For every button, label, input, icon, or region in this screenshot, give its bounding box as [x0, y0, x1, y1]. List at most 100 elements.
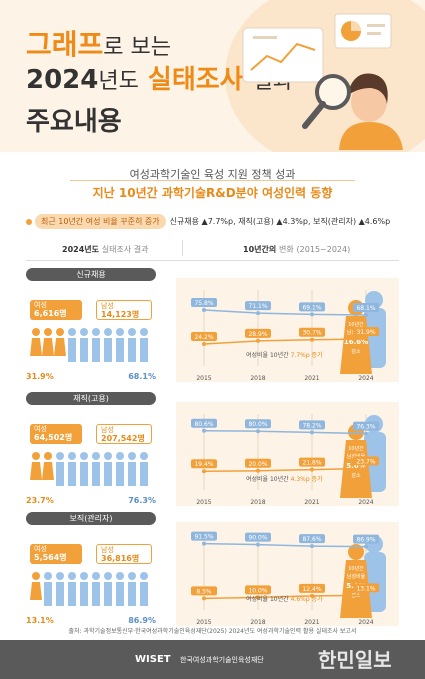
trend-chart: 10년간남성비율5.0%감소91.5%90.0%87.6%86.9%8.5%10… [176, 522, 399, 632]
woman-icon [54, 328, 66, 356]
trend-chart-svg: 10년간남성비율5.6%감소80.6%80.0%78.2%76.3%19.4%2… [191, 414, 386, 506]
man-icon [92, 572, 100, 606]
footer-org-name: 한국여성과학기술인육성재단 [180, 656, 264, 664]
trend-chart-svg: 10년간남성비율16.6%감소75.8%71.1%69.1%68.1%24.2%… [191, 290, 386, 382]
man-icon [140, 572, 148, 606]
man-icon [68, 572, 76, 606]
women-percent: 13.1% [26, 616, 54, 625]
men-data-label: 78.2% [302, 422, 321, 429]
man-icon [140, 452, 148, 486]
bullet-dot-icon [26, 218, 32, 225]
newspaper-watermark: 한민일보 [318, 648, 392, 672]
women-data-label: 23.7% [356, 458, 375, 465]
women-label-bg [191, 332, 217, 342]
men-percent: 86.9% [128, 616, 156, 625]
women-point [364, 336, 368, 341]
men-label-bg [299, 420, 325, 430]
section-label: 재직(고용) [26, 392, 156, 405]
men-percent: 68.1% [128, 372, 156, 381]
year-tick-label: 2021 [304, 375, 319, 382]
men-percent: 76.3% [128, 496, 156, 505]
women-label-bg [353, 326, 379, 336]
women-data-label: 12.4% [302, 586, 321, 593]
women-point [364, 593, 368, 598]
women-data-label: 20.0% [248, 461, 267, 468]
man-icon [128, 452, 136, 486]
man-icon [116, 328, 124, 362]
year-tick-label: 2021 [304, 619, 319, 626]
trend-chart-svg: 10년간남성비율5.0%감소91.5%90.0%87.6%86.9%8.5%10… [191, 531, 386, 626]
man-icon [104, 328, 112, 362]
badge-text: 감소 [351, 348, 361, 355]
year-tick-label: 2018 [250, 375, 265, 382]
woman-silhouette-icon [348, 544, 364, 560]
year-tick-label: 2015 [196, 619, 211, 626]
people-figure-group: 여성 5,564명 남성 36,816명 13.1% 86.9% [26, 538, 156, 628]
summary-line: 최근 10년간 여성 비율 꾸준히 증가 신규채용 ▲7.7%p, 재직(고용) … [26, 214, 390, 229]
men-data-label: 68.1% [356, 305, 375, 312]
women-data-label: 28.9% [248, 331, 267, 338]
man-icon [116, 452, 124, 486]
year-tick-label: 2024 [358, 619, 373, 626]
people-figure-group: 여성 64,502명 남성 207,542명 23.7% 76.3% [26, 418, 156, 508]
men-point [310, 312, 314, 317]
summary-pill: 최근 10년간 여성 비율 꾸준히 증가 [35, 214, 166, 229]
chart-note: 여성비율 10년간 4.3%p 증가 [246, 476, 323, 483]
men-label-bg [353, 421, 379, 431]
year-tick-label: 2024 [358, 499, 373, 506]
man-icon [56, 572, 64, 606]
header-underline [26, 260, 399, 261]
year-tick-label: 2024 [358, 375, 373, 382]
women-point [310, 593, 314, 598]
badge-text: 5.6% [346, 462, 365, 470]
man-icon [104, 452, 112, 486]
women-data-label: 30.7% [302, 330, 321, 337]
women-point [310, 467, 314, 472]
section-label: 보직(관리자) [26, 512, 156, 525]
men-label-bg [191, 531, 217, 541]
men-point [256, 429, 260, 434]
women-series-line [203, 467, 367, 472]
women-callout: 여성 64,502명 [30, 424, 82, 444]
men-data-label: 71.1% [248, 303, 267, 310]
women-data-label: 21.8% [302, 460, 321, 467]
column-divider [182, 240, 183, 256]
men-point [310, 430, 314, 435]
women-data-label: 31.9% [356, 329, 375, 336]
women-percent: 31.9% [26, 372, 54, 381]
man-icon [56, 452, 64, 486]
subtitle-divider [70, 180, 355, 181]
women-label-bg [245, 328, 271, 338]
woman-icon [30, 328, 42, 356]
year-tick-label: 2015 [196, 499, 211, 506]
hero-title-line3: 주요내용 [26, 107, 122, 137]
man-icon [44, 572, 52, 606]
women-label-bg [353, 456, 379, 466]
section-2: 보직(관리자) 여성 5,564명 남성 36,816명 13.1% 86.9%… [26, 512, 399, 630]
women-point [256, 338, 260, 343]
men-label-bg [245, 301, 271, 311]
men-label-bg [299, 302, 325, 312]
men-data-label: 90.0% [248, 535, 267, 542]
women-point [310, 337, 314, 342]
women-label-bg [245, 585, 271, 595]
source-note: 출처: 과학기술정보통신부·한국여성과학기술인육성재단(2025) 2024년도… [68, 628, 357, 635]
man-icon [104, 572, 112, 606]
man-icon [92, 328, 100, 362]
badge-text: 10년간 [348, 445, 364, 452]
women-data-label: 13.1% [356, 585, 375, 592]
man-icon [68, 452, 76, 486]
people-row [30, 328, 148, 362]
women-point [256, 468, 260, 473]
chart-note: 여성비율 10년간 7.7%p 증가 [246, 352, 323, 359]
men-series-line [203, 430, 367, 435]
women-point [202, 342, 206, 347]
woman-icon [30, 572, 42, 600]
men-data-label: 91.5% [194, 534, 213, 541]
women-label-bg [191, 459, 217, 469]
hero-banner: 그래프로 보는 2024년도 실태조사 결과 주요내용 [0, 0, 425, 152]
men-point [256, 542, 260, 547]
woman-icon [42, 452, 54, 480]
year-tick-label: 2018 [250, 619, 265, 626]
men-data-label: 80.0% [248, 421, 267, 428]
